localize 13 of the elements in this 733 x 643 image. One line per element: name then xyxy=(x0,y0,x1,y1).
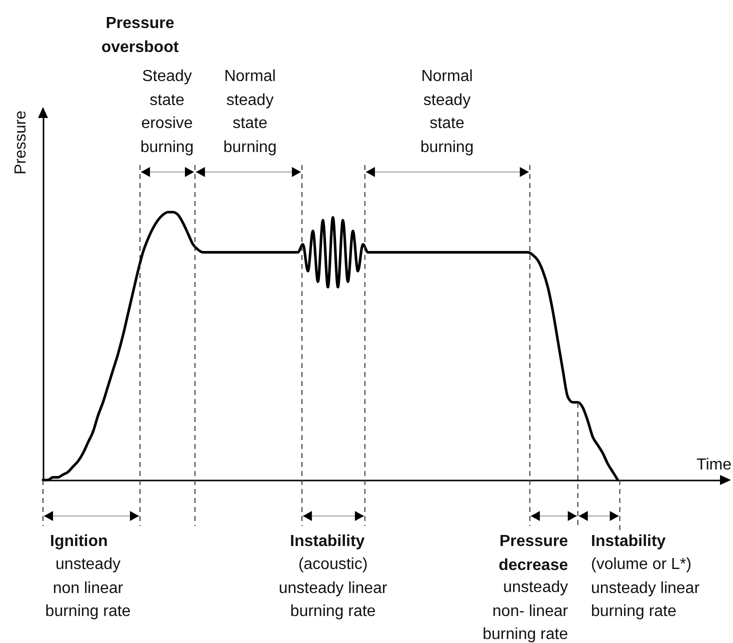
text: Pressure oversboot xyxy=(101,14,179,58)
text: Steady state erosive burning xyxy=(140,67,194,158)
x-axis-title: Time xyxy=(696,456,732,474)
text: Ignition xyxy=(50,532,108,552)
text: unsteady non linear burning rate xyxy=(45,555,131,622)
text: Normal steady state burning xyxy=(223,67,277,158)
y-axis-title: Pressure xyxy=(12,110,30,175)
text: Instability xyxy=(290,532,365,552)
text: Normal steady state burning xyxy=(420,67,474,158)
text: Instability xyxy=(591,532,666,552)
text: unsteady non- linear burning rate xyxy=(482,578,568,643)
text: (acoustic) unsteady linear burning rate xyxy=(278,555,388,622)
text: (volume or L*) unsteady linear burning rate xyxy=(591,555,700,622)
